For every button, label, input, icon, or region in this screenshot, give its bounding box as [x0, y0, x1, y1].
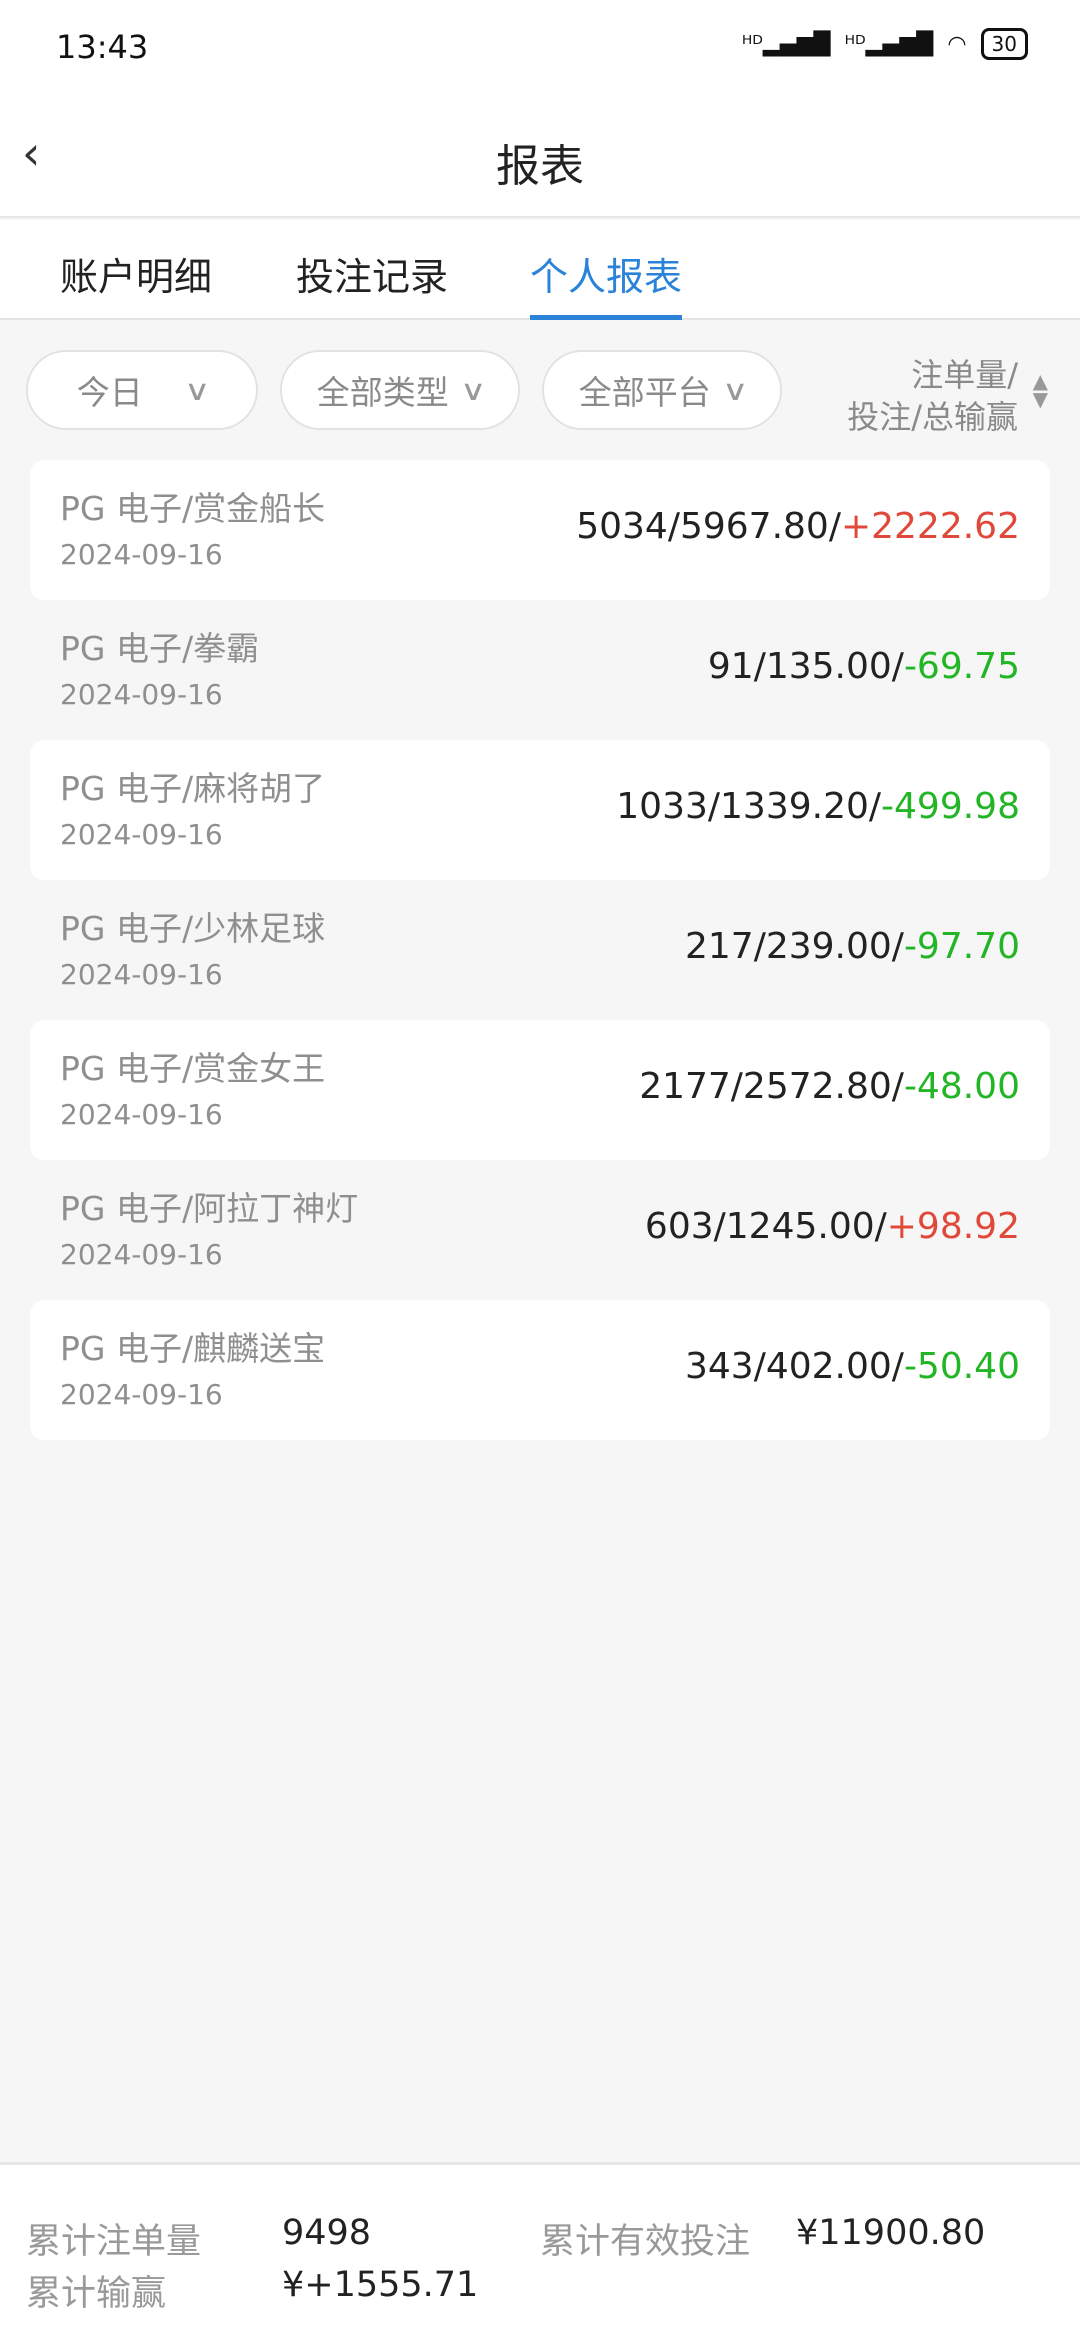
game-name: PG 电子/麒麟送宝 — [60, 1329, 326, 1368]
record-stats: 217/239.00/-97.70 — [685, 926, 1020, 967]
record-date: 2024-09-16 — [60, 1238, 223, 1271]
record-date: 2024-09-16 — [60, 818, 223, 851]
count-bet: 91/135.00/ — [707, 646, 904, 687]
report-row[interactable]: PG 电子/阿拉丁神灯 2024-09-16 603/1245.00/+98.9… — [30, 1160, 1050, 1300]
game-name: PG 电子/阿拉丁神灯 — [60, 1189, 359, 1228]
game-name: PG 电子/拳霸 — [60, 629, 260, 668]
wifi-icon: ◠ — [947, 31, 967, 57]
report-row[interactable]: PG 电子/少林足球 2024-09-16 217/239.00/-97.70 — [30, 880, 1050, 1020]
report-row[interactable]: PG 电子/拳霸 2024-09-16 91/135.00/-69.75 — [30, 600, 1050, 740]
record-stats: 2177/2572.80/-48.00 — [639, 1066, 1020, 1107]
total-count-value: 9498 — [282, 2213, 372, 2253]
tab-personal-report[interactable]: 个人报表 — [530, 246, 683, 320]
game-name: PG 电子/麻将胡了 — [60, 769, 326, 808]
win-loss: -499.98 — [881, 786, 1020, 827]
sort-label-line2: 投注/总输赢 — [847, 398, 1018, 436]
report-row[interactable]: PG 电子/麒麟送宝 2024-09-16 343/402.00/-50.40 — [30, 1300, 1050, 1440]
count-bet: 343/402.00/ — [685, 1346, 904, 1387]
record-date: 2024-09-16 — [60, 958, 223, 991]
platform-filter-label: 全部平台 — [578, 373, 711, 412]
sort-header[interactable]: 注单量/ 投注/总输赢 — [847, 354, 1018, 438]
tab-bar: 账户明细 投注记录 个人报表 — [0, 220, 1080, 320]
win-loss: +2222.62 — [840, 506, 1020, 547]
back-button[interactable]: ‹ — [22, 126, 41, 180]
win-loss: -69.75 — [903, 646, 1020, 687]
count-bet: 217/239.00/ — [685, 926, 904, 967]
sort-label-line1: 注单量/ — [911, 356, 1018, 394]
chevron-down-icon: ∨ — [459, 373, 487, 407]
app-header: ‹ 报表 — [0, 92, 1080, 218]
report-row[interactable]: PG 电子/赏金女王 2024-09-16 2177/2572.80/-48.0… — [30, 1020, 1050, 1160]
count-bet: 5034/5967.80/ — [576, 506, 841, 547]
type-filter[interactable]: 全部类型 ∨ — [280, 350, 520, 430]
count-bet: 2177/2572.80/ — [639, 1066, 904, 1107]
game-name: PG 电子/少林足球 — [60, 909, 326, 948]
record-stats: 1033/1339.20/-499.98 — [616, 786, 1020, 827]
total-winloss-value: ¥+1555.71 — [282, 2265, 479, 2305]
sort-icon[interactable]: ▲ ▼ — [1032, 369, 1048, 411]
total-bet-value: ¥11900.80 — [796, 2213, 986, 2253]
battery-icon: 30 — [980, 28, 1028, 60]
total-count-label: 累计注单量 — [26, 2222, 202, 2262]
win-loss: -97.70 — [903, 926, 1020, 967]
total-bet-label: 累计有效投注 — [540, 2222, 751, 2262]
win-loss: -50.40 — [903, 1346, 1020, 1387]
record-date: 2024-09-16 — [60, 1378, 223, 1411]
page-title: 报表 — [496, 141, 584, 192]
record-stats: 5034/5967.80/+2222.62 — [576, 506, 1020, 547]
chevron-down-icon: ∨ — [183, 373, 211, 407]
total-winloss-label: 累计输赢 — [26, 2274, 167, 2314]
count-bet: 603/1245.00/ — [644, 1206, 887, 1247]
record-stats: 343/402.00/-50.40 — [685, 1346, 1020, 1387]
tab-account-details[interactable]: 账户明细 — [60, 255, 213, 299]
game-name: PG 电子/赏金女王 — [60, 1049, 326, 1088]
report-row[interactable]: PG 电子/赏金船长 2024-09-16 5034/5967.80/+2222… — [30, 460, 1050, 600]
period-filter-label: 今日 — [76, 373, 143, 412]
win-loss: -48.00 — [903, 1066, 1020, 1107]
win-loss: +98.92 — [886, 1206, 1020, 1247]
record-date: 2024-09-16 — [60, 1098, 223, 1131]
chevron-down-icon: ∨ — [721, 373, 749, 407]
signal-icon-2: ᴴᴰ▂▄▆█ — [844, 31, 934, 57]
tab-bet-records[interactable]: 投注记录 — [296, 255, 449, 299]
summary-footer: 累计注单量 9498 累计有效投注 ¥11900.80 累计输赢 ¥+1555.… — [0, 2162, 1080, 2340]
record-date: 2024-09-16 — [60, 678, 223, 711]
signal-icon: ᴴᴰ▂▄▆█ — [741, 31, 831, 57]
count-bet: 1033/1339.20/ — [616, 786, 882, 827]
status-bar: 13:43 ᴴᴰ▂▄▆█ ᴴᴰ▂▄▆█ ◠ 30 — [0, 0, 1080, 92]
clock: 13:43 — [56, 28, 149, 66]
game-name: PG 电子/赏金船长 — [60, 489, 326, 528]
report-row[interactable]: PG 电子/麻将胡了 2024-09-16 1033/1339.20/-499.… — [30, 740, 1050, 880]
record-date: 2024-09-16 — [60, 538, 223, 571]
record-stats: 91/135.00/-69.75 — [708, 646, 1020, 687]
status-icons: ᴴᴰ▂▄▆█ ᴴᴰ▂▄▆█ ◠ 30 — [742, 28, 1028, 60]
period-filter[interactable]: 今日 ∨ — [26, 350, 258, 430]
platform-filter[interactable]: 全部平台 ∨ — [542, 350, 782, 430]
type-filter-label: 全部类型 — [316, 373, 449, 412]
record-stats: 603/1245.00/+98.92 — [645, 1206, 1020, 1247]
